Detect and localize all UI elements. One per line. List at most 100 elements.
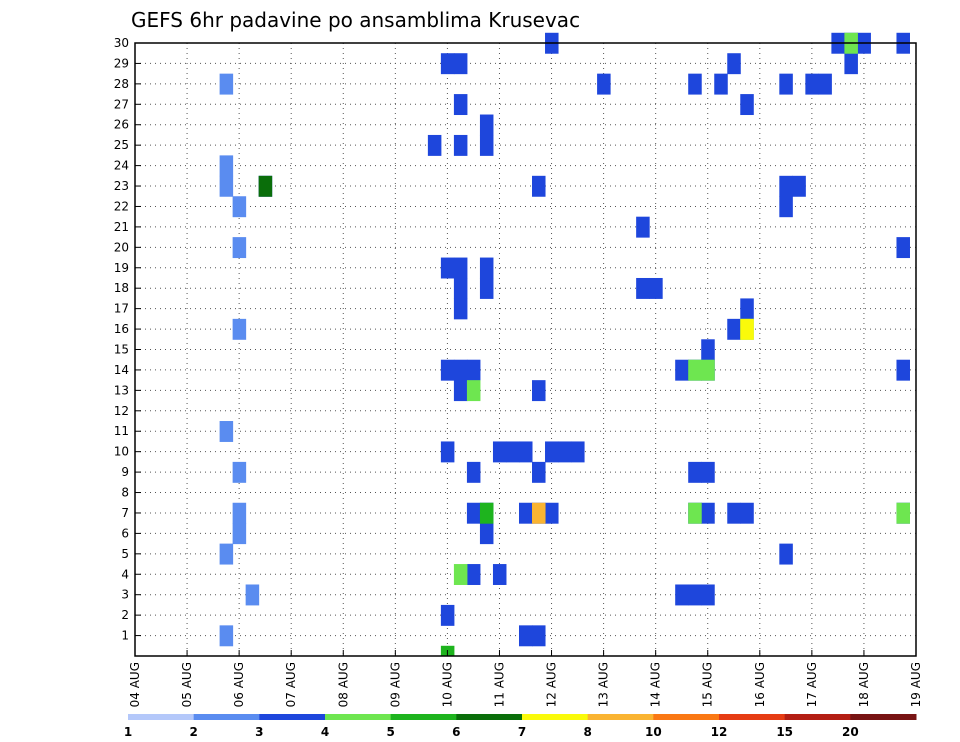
precip-cell [453,277,468,299]
precip-cell [466,564,481,585]
precip-cell [219,625,234,647]
y-tick-label: 6 [121,526,129,540]
y-tick-label: 30 [114,36,129,50]
colorbar-swatch [456,714,523,720]
x-tick-label: 11 AUG [492,662,506,707]
precip-cell [479,502,494,524]
x-tick-label: 08 AUG [336,662,350,707]
precip-cell [466,380,481,402]
colorbar-swatch [850,714,917,720]
y-tick-label: 25 [114,138,129,152]
precip-cell [896,502,910,524]
precip-cell [532,625,546,647]
precip-cell [440,53,455,75]
x-tick-label: 14 AUG [649,662,663,707]
y-tick-label: 3 [121,588,129,602]
precip-cell [636,277,650,299]
y-tick-label: 9 [121,465,129,479]
y-tick-label: 8 [121,486,129,500]
colorbar-label: 1 [124,725,132,739]
precip-cell [505,441,520,463]
precip-cell [649,277,663,299]
y-tick-label: 13 [114,383,129,397]
y-tick-label: 10 [114,445,129,459]
colorbar-label: 20 [842,725,859,739]
precip-cell [701,461,715,483]
colorbar-swatch [719,714,786,720]
precip-cell [688,73,702,95]
precip-cell [518,502,533,524]
colorbar-swatch [259,714,326,720]
precip-cell [453,380,468,402]
precip-cell [740,318,754,340]
x-tick-label: 04 AUG [128,662,142,707]
precip-cell [779,73,793,95]
precip-cell [219,175,234,197]
y-tick-label: 23 [114,179,129,193]
colorbar-label: 3 [255,725,263,739]
x-tick-label: 18 AUG [857,662,871,707]
precip-cell [219,155,234,177]
precip-cell [232,237,247,259]
y-tick-label: 29 [114,56,129,70]
precip-cell [453,53,468,75]
precip-cell [558,441,572,463]
y-tick-label: 22 [114,199,129,213]
y-tick-label: 19 [114,261,129,275]
precip-cell [779,196,793,218]
precip-cells [219,32,910,657]
y-tick-label: 17 [114,302,129,316]
x-tick-label: 10 AUG [440,662,454,707]
x-tick-label: 07 AUG [284,662,298,707]
precip-cell [453,257,468,279]
precip-cell [740,298,754,320]
precip-cell [597,73,611,95]
precip-cell [453,94,468,116]
x-tick-label: 16 AUG [753,662,767,707]
chart-title: GEFS 6hr padavine po ansamblima Krusevac [131,8,580,32]
colorbar-swatch [522,714,589,720]
precip-cell [727,318,741,340]
precip-cell [805,73,819,95]
x-tick-label: 13 AUG [597,662,611,707]
precip-cell [518,625,533,647]
x-tick-label: 12 AUG [545,662,559,707]
precip-cell [453,134,468,156]
precip-cell [779,543,793,565]
x-axis: 04 AUG 05 AUG 06 AUG 07 AUG 08 AUG 09 AUG 10 A… [128,650,923,707]
y-tick-label: 4 [121,567,129,581]
precip-cell [779,175,793,197]
colorbar-label: 12 [711,725,728,739]
precip-cell [440,359,455,381]
precip-cell [440,604,455,626]
precip-cell [453,359,468,381]
precip-cell [219,543,234,565]
y-tick-label: 18 [114,281,129,295]
y-tick-label: 14 [114,363,129,377]
colorbar-label: 6 [452,725,460,739]
y-tick-label: 24 [114,159,129,173]
precip-cell [440,257,455,279]
precip-cell [453,298,468,320]
precip-cell [740,94,754,116]
precip-cell [532,461,546,483]
precip-cell [532,380,546,402]
x-tick-label: 05 AUG [180,662,194,707]
precip-cell [896,237,910,259]
y-tick-label: 11 [114,424,129,438]
precip-cell [675,359,689,381]
precip-cell [571,441,585,463]
precip-cell [479,257,494,279]
precip-cell [688,461,702,483]
colorbar-swatch [653,714,720,720]
precip-cell [740,502,754,524]
precip-cell [258,175,273,197]
precip-cell [701,359,715,381]
colorbar-label: 2 [189,725,197,739]
precip-cell [545,502,559,524]
precip-cell [701,339,715,361]
precip-cell [245,584,260,606]
colorbar-swatch [784,714,851,720]
precip-cell [479,114,494,136]
